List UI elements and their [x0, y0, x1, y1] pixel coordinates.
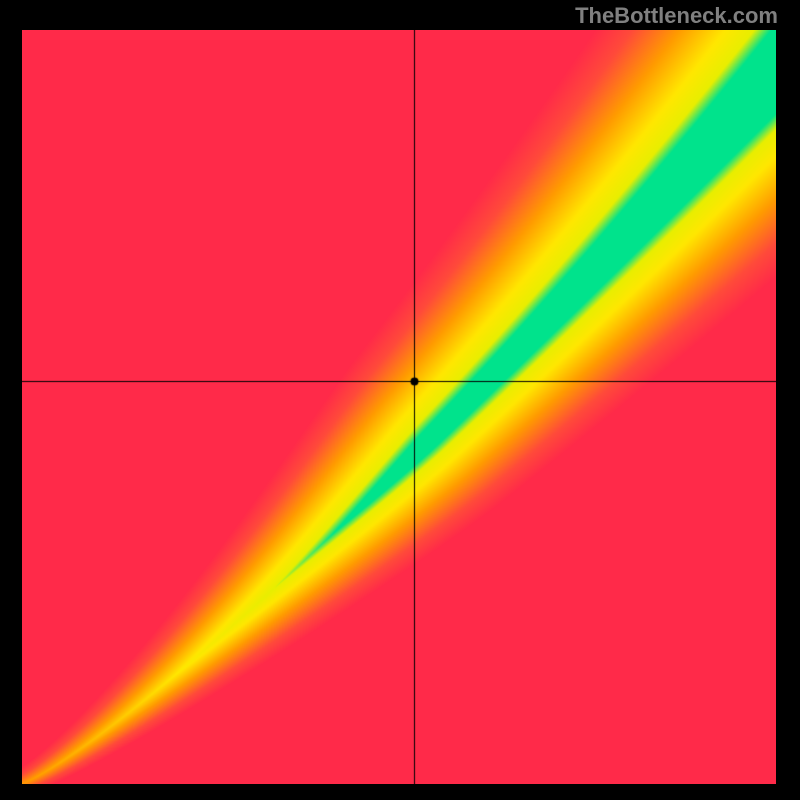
bottleneck-heatmap — [22, 30, 776, 784]
watermark-text: TheBottleneck.com — [575, 3, 778, 29]
